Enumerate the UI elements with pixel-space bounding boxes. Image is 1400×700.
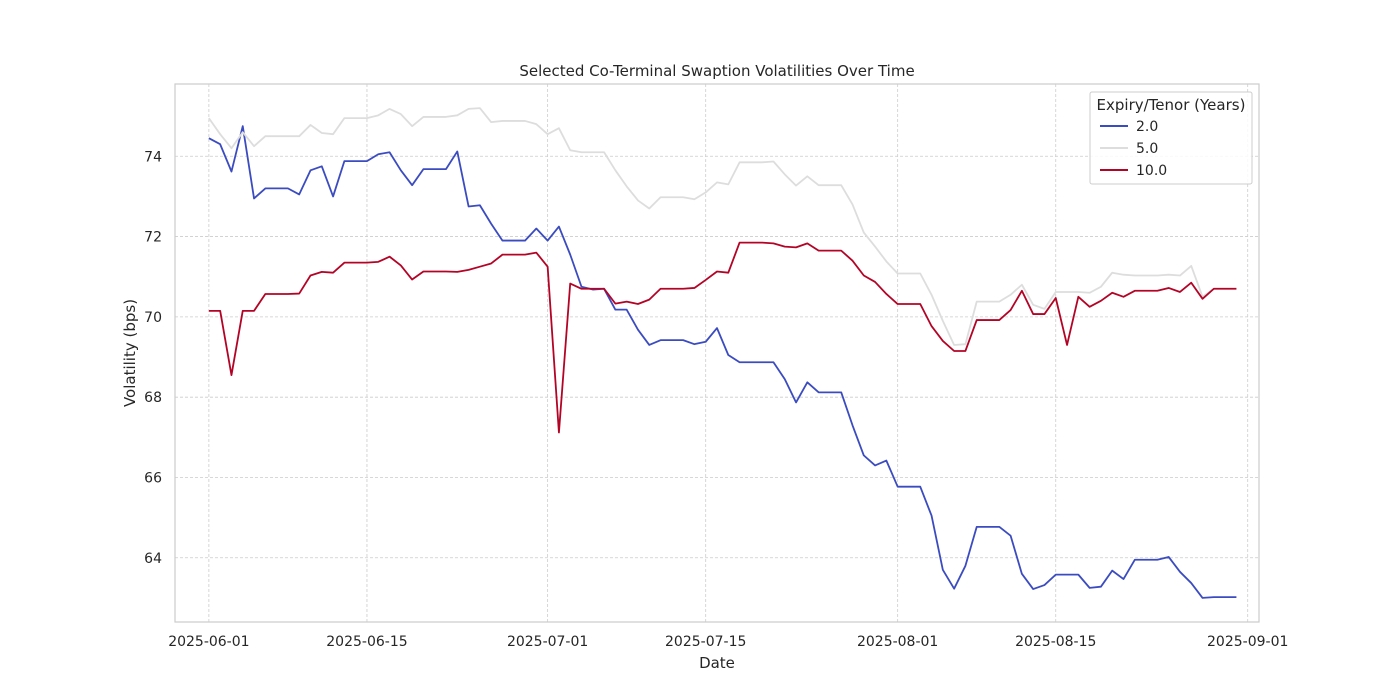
legend: Expiry/Tenor (Years) 2.0 5.0 10.0: [1089, 91, 1253, 185]
x-tick-label: 2025-06-15: [326, 634, 407, 650]
y-axis-ticks: 64 66 68 70 72 74: [144, 149, 162, 566]
legend-box: [1089, 91, 1253, 185]
legend-title: Expiry/Tenor (Years): [1097, 96, 1246, 114]
x-axis-ticks: 2025-06-01 2025-06-15 2025-07-01 2025-07-15…: [168, 634, 1288, 650]
legend-entries: 2.0 5.0 10.0: [1100, 119, 1167, 179]
x-tick-label: 2025-08-01: [857, 634, 938, 650]
plot-area-frame: [174, 83, 1260, 623]
legend-label: 5.0: [1136, 141, 1158, 157]
legend-label: 10.0: [1136, 163, 1167, 179]
legend-label: 2.0: [1136, 119, 1158, 135]
y-tick-label: 74: [144, 149, 162, 165]
x-tick-label: 2025-07-01: [507, 634, 588, 650]
x-axis-label: Date: [699, 654, 735, 672]
x-tick-label: 2025-08-15: [1015, 634, 1096, 650]
x-tick-label: 2025-07-15: [665, 634, 746, 650]
grid-lines: [175, 84, 1259, 622]
series-line-2-0: [208, 125, 1237, 599]
y-tick-label: 70: [144, 310, 162, 326]
x-tick-label: 2025-09-01: [1207, 634, 1288, 650]
y-tick-label: 72: [144, 230, 162, 246]
chart-title: Selected Co-Terminal Swaption Volatiliti…: [519, 62, 914, 80]
series-line-5-0: [208, 107, 1237, 346]
y-axis-label: Volatility (bps): [121, 299, 139, 407]
series-lines: [208, 107, 1237, 599]
series-line-10-0: [208, 241, 1237, 434]
y-tick-label: 68: [144, 390, 162, 406]
y-tick-label: 64: [144, 551, 162, 567]
y-tick-label: 66: [144, 470, 162, 486]
x-tick-label: 2025-06-01: [168, 634, 249, 650]
